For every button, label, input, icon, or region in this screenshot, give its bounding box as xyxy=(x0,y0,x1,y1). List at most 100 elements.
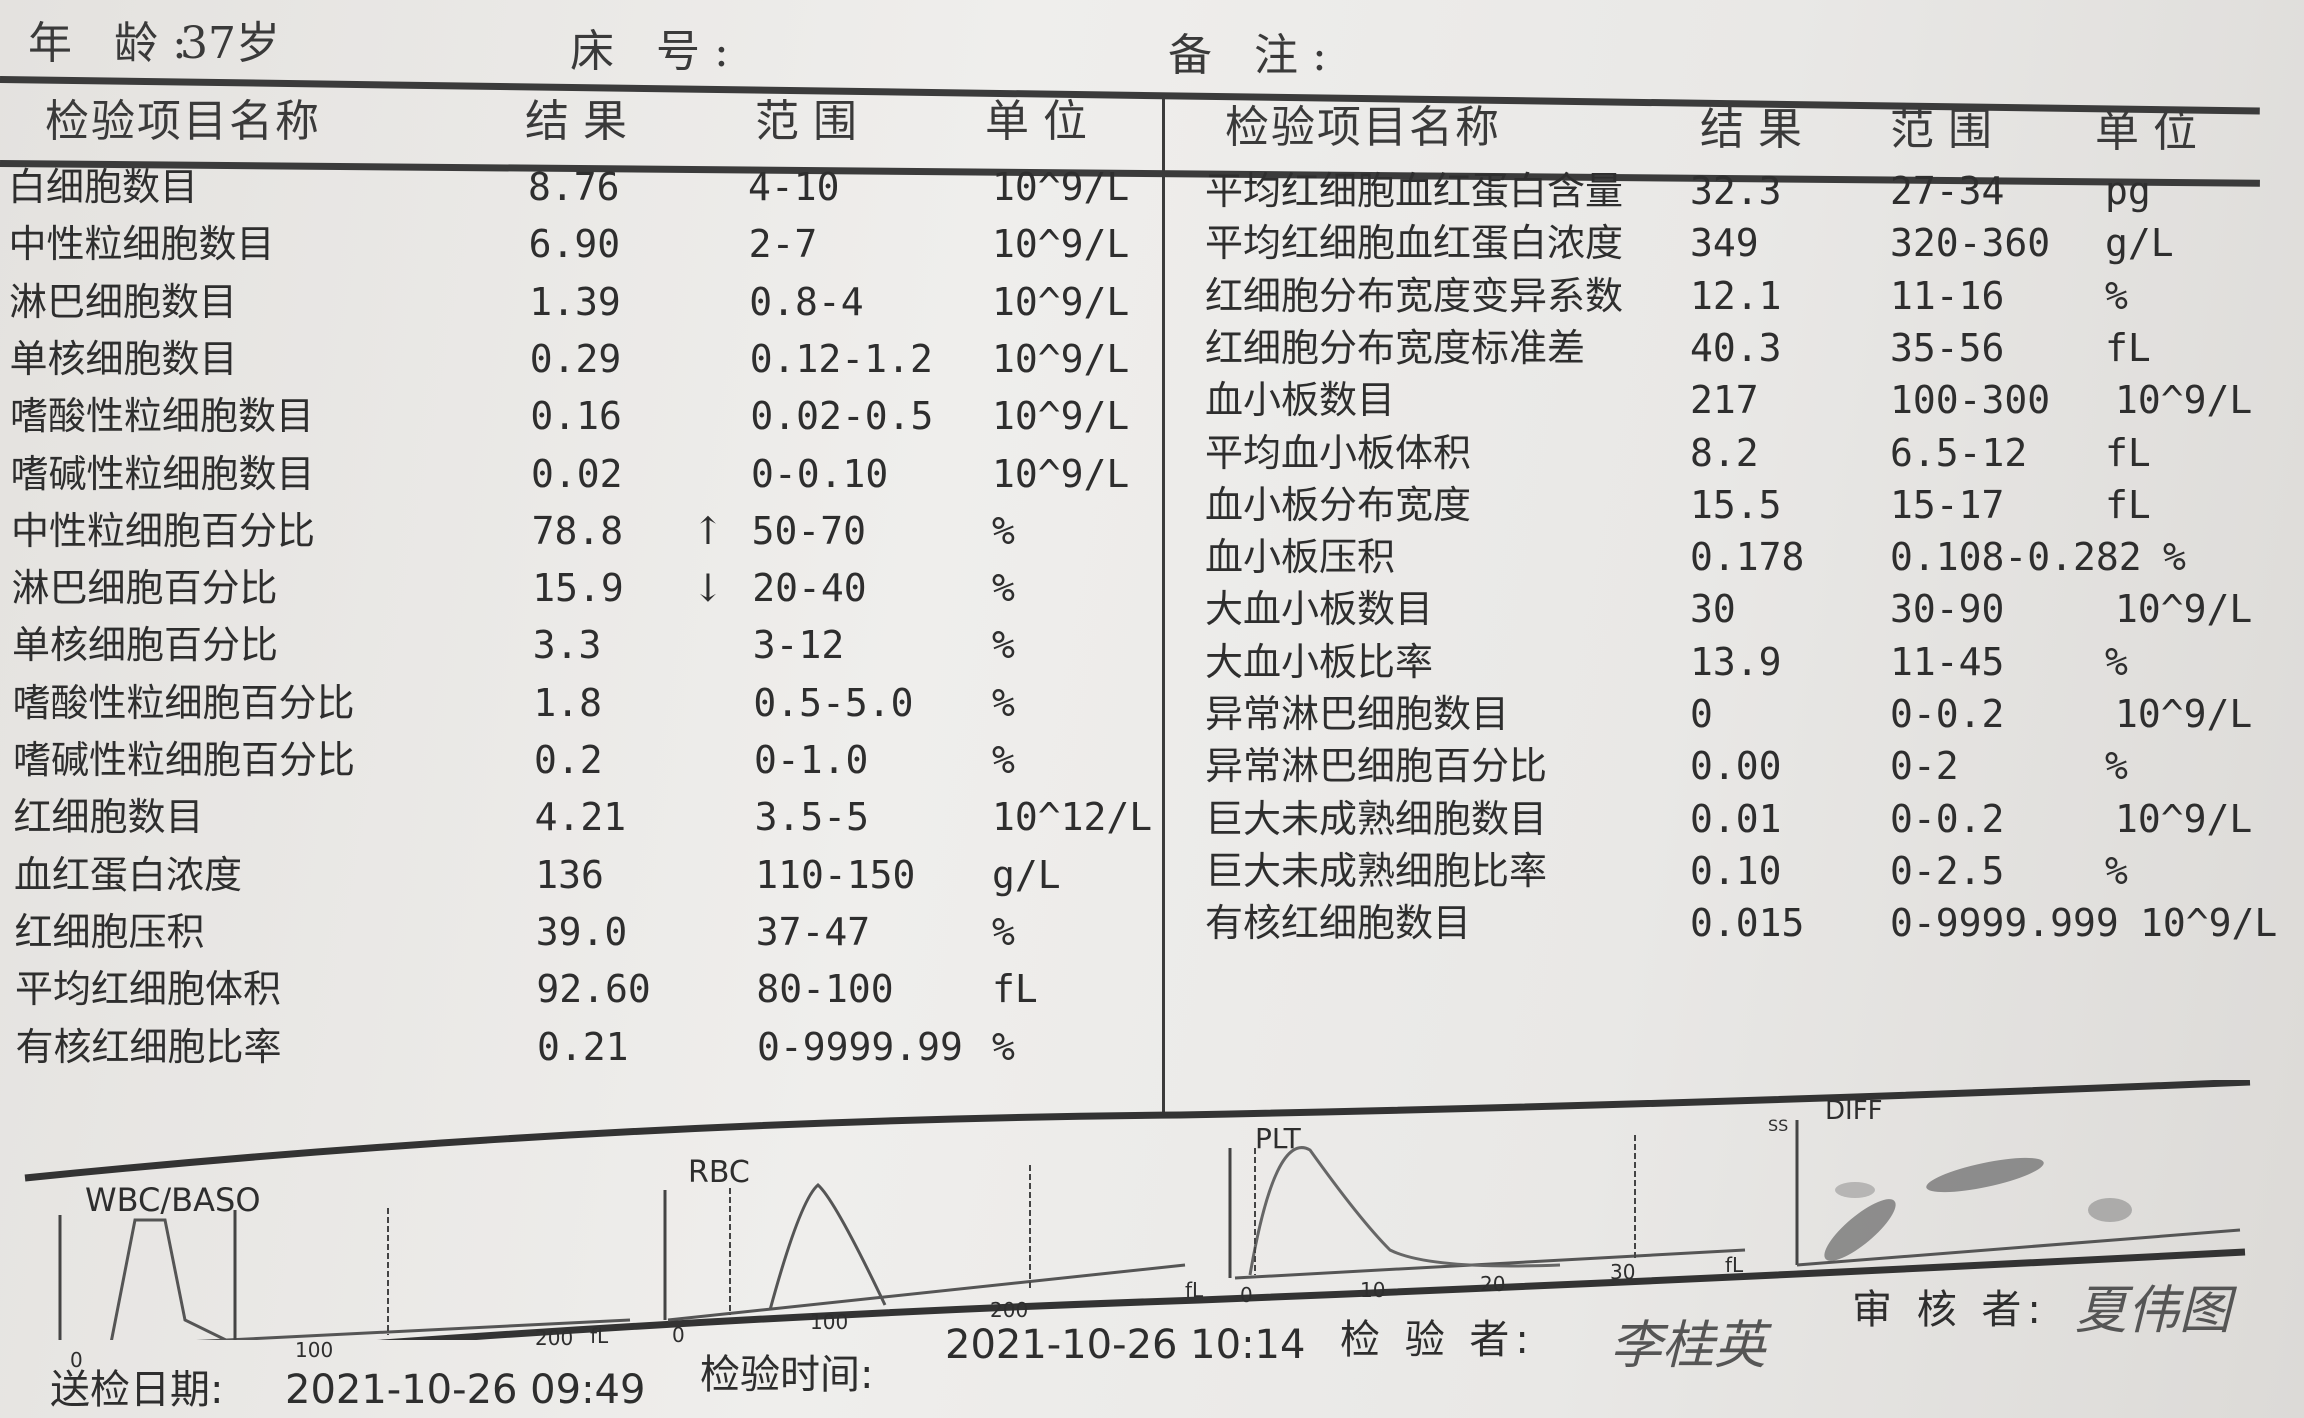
diff-histogram-title: DIFF xyxy=(1825,1096,1883,1126)
header-result-left: 结果 xyxy=(525,96,641,147)
item-range: 0-1.0 xyxy=(754,738,869,782)
item-unit: 10^9/L xyxy=(992,451,1130,496)
item-unit: % xyxy=(992,680,1015,725)
item-range: 0-2 xyxy=(1890,744,1959,789)
item-name: 血小板分布宽度 xyxy=(1205,482,1472,527)
histogram-panel xyxy=(24,1080,2251,1340)
item-unit: % xyxy=(2105,744,2128,789)
item-range: 2-7 xyxy=(748,222,818,267)
plt-curve xyxy=(1248,1146,1561,1276)
item-result: 78.8 xyxy=(531,508,624,553)
item-unit: % xyxy=(992,1024,1015,1069)
remark-label: 备 注: xyxy=(1168,30,1341,81)
wbc-histogram-title: WBC/BASO xyxy=(85,1181,261,1219)
wbc-unit: fL xyxy=(590,1324,609,1348)
item-result: 0.178 xyxy=(1690,535,1805,580)
item-unit: g/L xyxy=(992,852,1061,897)
item-range: 30-90 xyxy=(1890,587,2005,632)
item-unit: 10^9/L xyxy=(992,336,1130,381)
item-name: 异常淋巴细胞数目 xyxy=(1205,692,1510,736)
item-unit: g/L xyxy=(2105,221,2174,266)
item-result: 0.00 xyxy=(1690,744,1782,789)
item-result: 92.60 xyxy=(536,967,651,1012)
item-name: 血红蛋白浓度 xyxy=(14,852,243,897)
item-name: 嗜碱性粒细胞数目 xyxy=(10,451,315,496)
item-range: 0-2.5 xyxy=(1890,848,2005,893)
item-range: 27-34 xyxy=(1890,169,2005,213)
item-range: 0-9999.999 xyxy=(1890,901,2119,946)
item-result: 217 xyxy=(1690,378,1759,423)
rbc-tick-200: 200 xyxy=(990,1298,1029,1322)
item-range: 110-150 xyxy=(755,852,916,897)
item-unit: % xyxy=(992,623,1015,668)
reviewer-signature: 夏伟图 xyxy=(2075,1281,2232,1341)
rbc-tick-0: 0 xyxy=(672,1323,685,1347)
item-name: 白细胞数目 xyxy=(8,165,199,209)
item-result: 39.0 xyxy=(535,909,628,954)
header-name-left: 检验项目名称 xyxy=(45,96,321,147)
header-result-right: 结果 xyxy=(1700,104,1816,155)
age-label: 年 龄: xyxy=(28,18,201,69)
item-range: 20-40 xyxy=(752,566,867,611)
plt-histogram-title: PLT xyxy=(1255,1122,1301,1155)
item-range: 0-0.2 xyxy=(1890,692,2005,736)
item-name: 血小板数目 xyxy=(1205,378,1396,423)
item-name: 平均红细胞血红蛋白含量 xyxy=(1205,169,1624,213)
wbc-tick-100: 100 xyxy=(295,1338,334,1362)
plt-histogram xyxy=(1228,1135,1746,1280)
item-unit: 10^9/L xyxy=(992,279,1130,324)
item-unit: % xyxy=(992,566,1015,611)
wbc-tick-200: 200 xyxy=(535,1326,574,1350)
item-name: 异常淋巴细胞百分比 xyxy=(1205,744,1548,789)
wbc-curve xyxy=(110,1218,230,1340)
item-name: 红细胞分布宽度标准差 xyxy=(1205,325,1586,370)
item-unit: fL xyxy=(2105,325,2151,370)
item-name: 中性粒细胞数目 xyxy=(8,222,275,267)
item-result: 0.02 xyxy=(531,451,623,496)
item-range: 80-100 xyxy=(756,967,894,1012)
item-result: 1.8 xyxy=(533,680,603,725)
item-name: 大血小板比率 xyxy=(1205,639,1434,684)
item-result: 0.015 xyxy=(1690,901,1805,946)
item-result: 0.29 xyxy=(529,336,622,381)
plt-tick-0: 0 xyxy=(1240,1283,1253,1307)
header-unit-right: 单位 xyxy=(2095,106,2211,157)
item-name: 红细胞分布宽度变异系数 xyxy=(1205,273,1624,318)
item-result: 349 xyxy=(1690,221,1759,266)
item-result: 0 xyxy=(1690,692,1713,736)
submit-date: 2021-10-26 09:49 xyxy=(285,1367,646,1413)
item-unit: fL xyxy=(992,967,1038,1012)
header-range-right: 范围 xyxy=(1890,104,2006,155)
item-name: 红细胞压积 xyxy=(14,909,205,954)
item-unit: 10^9/L xyxy=(992,394,1130,439)
item-result: 0.10 xyxy=(1690,848,1782,893)
item-result: 15.9 xyxy=(532,566,624,611)
histogram-top-rule xyxy=(24,1080,2251,1182)
item-unit: pg xyxy=(2105,169,2151,213)
item-unit: fL xyxy=(2105,430,2151,475)
item-unit: fL xyxy=(2105,482,2151,527)
item-result: 0.2 xyxy=(534,738,603,782)
rbc-histogram xyxy=(663,1165,1186,1322)
item-result: 1.39 xyxy=(529,279,621,324)
item-name: 平均红细胞体积 xyxy=(15,967,282,1012)
item-unit: 10^9/L xyxy=(2115,378,2253,423)
column-divider xyxy=(1162,95,1165,1115)
rbc-tick-100: 100 xyxy=(810,1310,849,1334)
item-range: 11-16 xyxy=(1890,273,2005,318)
item-name: 平均红细胞血红蛋白浓度 xyxy=(1205,221,1624,266)
item-range: 0.8-4 xyxy=(749,279,864,324)
wbc-histogram xyxy=(58,1208,631,1340)
item-name: 血小板压积 xyxy=(1205,535,1396,580)
item-name: 红细胞数目 xyxy=(13,795,204,840)
item-unit: % xyxy=(992,738,1015,782)
item-unit: 10^9/L xyxy=(2115,587,2253,632)
item-unit: 10^9/L xyxy=(2115,796,2253,841)
plt-tick-10: 10 xyxy=(1360,1278,1386,1302)
item-name: 嗜碱性粒细胞百分比 xyxy=(13,738,356,782)
rbc-histogram-title: RBC xyxy=(688,1155,750,1190)
item-unit: 10^12/L xyxy=(992,795,1153,840)
item-range: 0.02-0.5 xyxy=(750,394,934,439)
item-result: 8.2 xyxy=(1690,430,1759,475)
